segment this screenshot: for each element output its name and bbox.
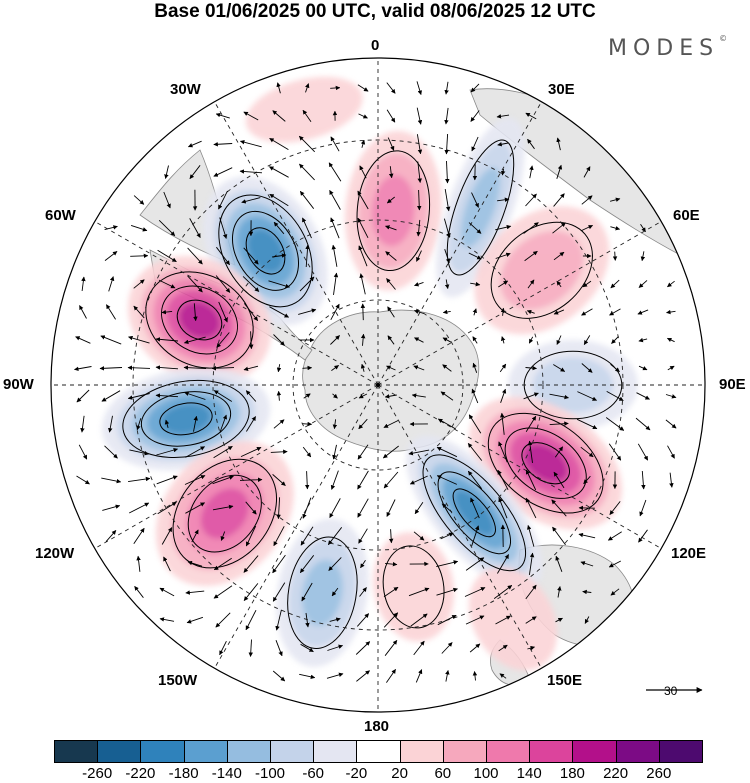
colorbar-tick-label: -260	[82, 765, 113, 782]
label-lon-150w: 150W	[158, 672, 198, 689]
label-lon-120w: 120W	[35, 545, 75, 562]
colorbar-tick-label: -180	[168, 765, 199, 782]
contour-ring	[122, 379, 250, 458]
polar-map	[50, 57, 706, 713]
map-border	[50, 57, 706, 713]
colorbar-cell	[54, 740, 99, 763]
anomaly-blob	[405, 435, 543, 590]
label-lon-30w: 30W	[170, 81, 201, 98]
colorbar-cell	[486, 740, 531, 763]
anomaly-blob	[436, 117, 525, 298]
colorbar-cell	[399, 740, 444, 763]
map-disc	[51, 58, 705, 712]
label-lon-180: 180	[364, 718, 390, 735]
contour-ring	[382, 545, 445, 629]
colorbar-tick-label: 220	[603, 765, 629, 782]
colorbar-tick-label: 20	[391, 765, 408, 782]
colorbar-tick-label: 140	[516, 765, 542, 782]
colorbar-cell	[270, 740, 315, 763]
colorbar-cell	[97, 740, 142, 763]
colorbar-tick-label: -100	[254, 765, 286, 782]
colorbar-cell	[226, 740, 271, 763]
label-lon-120e: 120E	[671, 545, 707, 562]
contour-ring	[490, 221, 593, 319]
modes-logo-text: MODES	[608, 36, 720, 61]
contour-ring	[446, 139, 515, 276]
graticule	[51, 58, 705, 712]
anomaly-blob	[468, 567, 558, 671]
modes-logo: MODES©	[608, 34, 728, 61]
contour-ring	[172, 458, 278, 569]
colorbar-tick-label: 100	[473, 765, 499, 782]
label-lon-0: 0	[371, 37, 380, 54]
colorbar-cell	[356, 740, 401, 763]
anomaly-layer	[101, 76, 638, 671]
colorbar-cell	[658, 740, 703, 763]
label-lon-60e: 60E	[673, 207, 700, 224]
colorbar-tick-label: 60	[434, 765, 452, 782]
label-lon-90w: 90W	[3, 376, 34, 393]
reference-vector-arrow	[646, 687, 703, 693]
colorbar-cell	[572, 740, 617, 763]
colorbar-tick-label: -20	[345, 765, 368, 782]
colorbar-cell	[442, 740, 487, 763]
contour-ring	[487, 412, 604, 514]
map-title: Base 01/06/2025 00 UTC, valid 08/06/2025…	[154, 1, 596, 22]
colorbar-cell	[615, 740, 660, 763]
colorbar-tick-label: 180	[559, 765, 585, 782]
colorbar-tick-label: 260	[646, 765, 672, 782]
anomaly-blob	[245, 76, 363, 143]
copyright-mark: ©	[719, 34, 728, 43]
colorbar-tick-label: -220	[125, 765, 156, 782]
label-lon-150e: 150E	[547, 672, 583, 689]
label-lon-60w: 60W	[45, 207, 76, 224]
colorbar-tick-label: -60	[302, 765, 325, 782]
contour-ring	[145, 271, 254, 369]
contour-ring	[356, 150, 431, 272]
colorbar-cell	[183, 740, 228, 763]
colorbar-tick-label: -140	[211, 765, 242, 782]
wind-vectors	[74, 81, 677, 683]
colorbar-cell	[140, 740, 185, 763]
label-lon-90e: 90E	[719, 376, 746, 393]
colorbar-cell	[529, 740, 574, 763]
colorbar-cell	[313, 740, 358, 763]
contour-layer	[122, 139, 623, 649]
anomaly-blob	[474, 206, 610, 335]
label-lon-30e: 30E	[548, 81, 575, 98]
antarctica-land	[302, 309, 480, 452]
anomaly-blob	[155, 441, 294, 587]
reference-vector-value: 30	[664, 684, 678, 698]
contour-ring	[422, 454, 527, 572]
